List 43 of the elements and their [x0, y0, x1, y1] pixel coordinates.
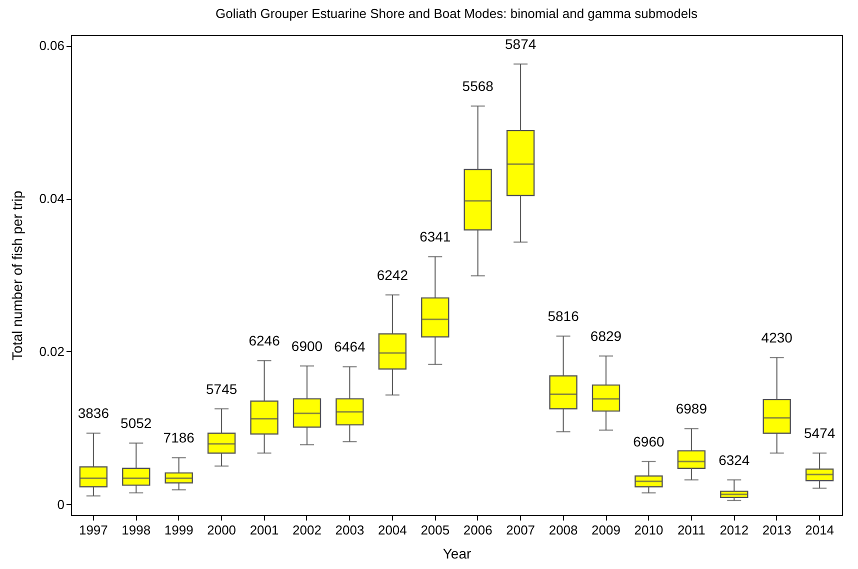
- annotation: 6829: [590, 328, 622, 344]
- x-tick-label: 2012: [720, 522, 749, 538]
- annotation: 6341: [420, 228, 451, 245]
- x-tick-label: 1997: [78, 522, 108, 538]
- annotation: 7186: [163, 430, 195, 446]
- annotation: 6960: [633, 433, 664, 450]
- x-axis-title: Year: [442, 546, 472, 562]
- x-tick-label: 2007: [506, 522, 536, 538]
- x-tick-label: 2008: [548, 522, 578, 538]
- annotation: 6246: [248, 332, 280, 349]
- x-tick-label: 2000: [207, 522, 236, 538]
- x-tick-label: 2006: [463, 522, 492, 538]
- annotation: 6242: [376, 266, 408, 283]
- x-tick-label: 2002: [292, 522, 322, 538]
- x-tick-label: 2004: [378, 522, 407, 538]
- x-tick-label: 2011: [677, 522, 706, 538]
- annotation: 5874: [504, 36, 536, 52]
- annotation: 6900: [291, 338, 323, 354]
- annotation: 5745: [206, 380, 238, 397]
- y-tick-label: 0: [57, 496, 64, 512]
- y-tick-label: 0.04: [39, 191, 64, 206]
- x-tick-label: 2009: [592, 522, 620, 538]
- x-tick-label: 1998: [122, 522, 151, 538]
- x-tick-label: 1999: [164, 522, 194, 538]
- annotation: 3836: [78, 405, 110, 422]
- x-tick-label: 2014: [805, 522, 834, 538]
- x-tick-label: 2005: [420, 522, 450, 538]
- annotation: 5052: [120, 415, 152, 432]
- x-tick-label: 2013: [762, 522, 792, 538]
- annotation: 4230: [761, 330, 793, 346]
- y-axis-title: Total number of fish per trip: [9, 190, 26, 360]
- y-tick-label: 0.02: [39, 344, 64, 359]
- annotation: 6464: [334, 338, 366, 355]
- annotation: 5568: [462, 78, 494, 94]
- x-tick-label: 2001: [250, 522, 279, 538]
- y-tick-label: 0.06: [39, 38, 64, 54]
- annotation: 5474: [804, 425, 836, 442]
- x-tick-label: 2010: [634, 522, 664, 538]
- annotation: 6989: [676, 400, 708, 417]
- chart-title: Goliath Grouper Estuarine Shore and Boat Modes: binomial and gamma submodels: [216, 6, 698, 21]
- annotation: 5816: [548, 308, 580, 324]
- x-tick-label: 2003: [335, 522, 364, 538]
- annotation: 6324: [718, 452, 750, 468]
